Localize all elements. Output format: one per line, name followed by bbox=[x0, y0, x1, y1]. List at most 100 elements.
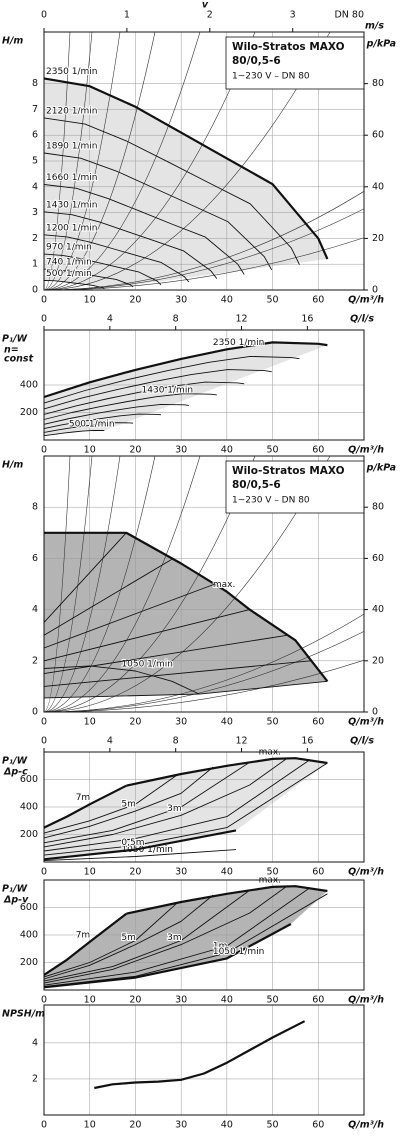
y2-tick-label: 80 bbox=[372, 78, 384, 89]
pump-curve bbox=[43, 152, 273, 271]
x2-tick-label: 0 bbox=[41, 736, 47, 747]
x-tick-label: 30 bbox=[175, 717, 187, 728]
x-tick-label: 50 bbox=[267, 445, 279, 456]
curve-label: 5m bbox=[121, 933, 136, 943]
x-tick-label: 60 bbox=[312, 995, 324, 1006]
info-title: Wilo-Stratos MAXO bbox=[232, 465, 345, 477]
x-tick-label: 20 bbox=[129, 867, 141, 878]
info-model: 80/0,5-6 bbox=[232, 55, 281, 67]
y-axis-label: NPSH/m bbox=[2, 1009, 45, 1020]
y-tick-label: 2 bbox=[32, 655, 38, 666]
x2-tick-label: 16 bbox=[301, 736, 313, 747]
y-tick-label: 2 bbox=[32, 1073, 38, 1084]
pump-curve bbox=[43, 268, 134, 288]
curve-label: 1890 1/min bbox=[46, 142, 98, 152]
x-axis-label: Q/m³/h bbox=[348, 445, 384, 456]
plot-frame bbox=[43, 879, 365, 991]
chart-panel: 0 10 20 30 40 50 60 Q/m³/h 2 4 NPSH/m bbox=[2, 1004, 384, 1131]
pump-curve bbox=[43, 762, 328, 856]
x-tick-label: 40 bbox=[221, 295, 233, 306]
pump-curve bbox=[43, 634, 288, 675]
x2-axis-label: Q/l/s bbox=[350, 736, 374, 747]
curve-label: 1430 1/min bbox=[46, 200, 98, 210]
y-tick-label: 600 bbox=[20, 774, 38, 785]
system-curve bbox=[43, 455, 201, 713]
pump-curve bbox=[43, 923, 292, 989]
y-axis-label: P₁/W bbox=[2, 756, 28, 767]
curve-label: 1050 1/min bbox=[121, 845, 173, 855]
y-tick-label: 0 bbox=[32, 285, 38, 296]
curve-label: 970 1/min bbox=[46, 243, 92, 253]
y-tick-label: 400 bbox=[20, 930, 38, 941]
y-axis-label: H/m bbox=[2, 460, 23, 471]
pump-curve bbox=[43, 341, 328, 399]
x-tick-label: 50 bbox=[267, 295, 279, 306]
x2-tick-label: 0 bbox=[41, 10, 47, 21]
y-tick-label: 1 bbox=[32, 259, 38, 270]
x-tick-label: 20 bbox=[129, 445, 141, 456]
y-tick-label: 5 bbox=[32, 156, 38, 167]
y-tick-label: 200 bbox=[20, 407, 38, 418]
system-curve bbox=[43, 31, 156, 291]
x-tick-label: 30 bbox=[175, 445, 187, 456]
pump-curve bbox=[43, 558, 174, 636]
pump-curve bbox=[43, 887, 310, 986]
system-curve bbox=[43, 31, 121, 291]
pump-curve bbox=[43, 758, 287, 848]
x2-axis-label: Q/l/s bbox=[350, 314, 374, 325]
y-tick-label: 4 bbox=[32, 604, 38, 615]
x-tick-label: 10 bbox=[84, 717, 96, 728]
curve-label: 7m bbox=[76, 930, 91, 940]
curve-label: 3m bbox=[167, 804, 182, 814]
info-title: Wilo-Stratos MAXO bbox=[232, 41, 345, 53]
x-tick-label: 50 bbox=[267, 867, 279, 878]
x2-axis-unit: m/s bbox=[365, 21, 384, 32]
curve-label: 2350 1/min bbox=[213, 338, 265, 348]
y-axis-label: H/m bbox=[2, 36, 23, 47]
y2-tick-label: 0 bbox=[372, 707, 378, 718]
y-axis-note: const bbox=[4, 354, 34, 365]
plot-frame bbox=[43, 329, 365, 441]
x2-tick-label: 8 bbox=[173, 314, 179, 325]
curve-label: 2120 1/min bbox=[46, 106, 98, 116]
x-tick-label: 20 bbox=[129, 1120, 141, 1131]
y-tick-label: 0 bbox=[32, 707, 38, 718]
x-tick-label: 30 bbox=[175, 995, 187, 1006]
plot-frame bbox=[43, 31, 365, 291]
x-tick-label: 0 bbox=[41, 445, 47, 456]
system-curve bbox=[43, 31, 256, 291]
pump-curve bbox=[43, 609, 250, 662]
pump-curve bbox=[43, 369, 272, 410]
y-tick-label: 4 bbox=[32, 1037, 38, 1048]
system-curve bbox=[43, 191, 365, 291]
y-tick-label: 7 bbox=[32, 104, 38, 115]
y-axis-label: P₁/W bbox=[2, 334, 28, 345]
system-curve bbox=[43, 455, 256, 713]
plot-frame bbox=[43, 751, 365, 863]
y-tick-label: 6 bbox=[32, 130, 38, 141]
pump-curve bbox=[43, 775, 177, 834]
chart-panel: 0 10 20 30 40 50 60 Q/m³/h012345678H/m020406080… bbox=[2, 0, 396, 306]
y2-tick-label: 40 bbox=[372, 181, 384, 192]
pump-curve bbox=[43, 184, 245, 275]
x2-tick-label: 2 bbox=[207, 10, 213, 21]
y-tick-label: 6 bbox=[32, 553, 38, 564]
y-axis-note: Δp-c bbox=[3, 767, 28, 778]
x-tick-label: 10 bbox=[84, 1120, 96, 1131]
pump-curve bbox=[43, 665, 200, 695]
x-tick-label: 40 bbox=[221, 717, 233, 728]
y-tick-label: 3 bbox=[32, 207, 38, 218]
x-tick-label: 60 bbox=[312, 1120, 324, 1131]
x-axis-label: Q/m³/h bbox=[348, 995, 384, 1006]
system-curve bbox=[43, 31, 93, 291]
curve-label: 3m bbox=[167, 933, 182, 943]
pump-curve bbox=[43, 532, 127, 623]
x-tick-label: 30 bbox=[175, 1120, 187, 1131]
y-tick-label: 200 bbox=[20, 829, 38, 840]
y-tick-label: 2 bbox=[32, 233, 38, 244]
y2-tick-label: 60 bbox=[372, 130, 384, 141]
system-curve bbox=[43, 455, 93, 713]
x2-tick-label: 4 bbox=[107, 736, 113, 747]
